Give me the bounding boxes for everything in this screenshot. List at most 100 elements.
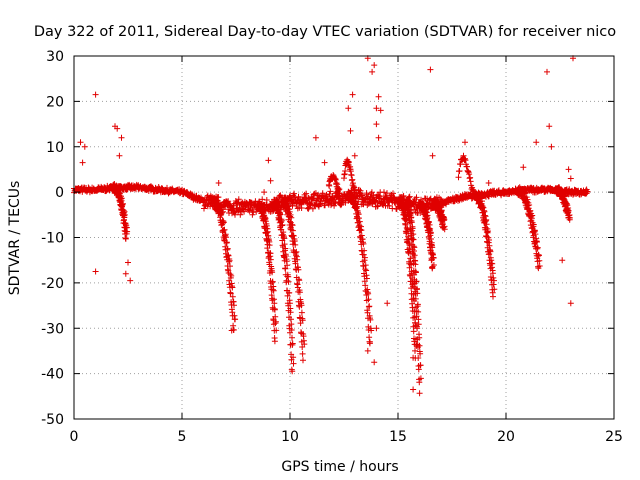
dip-point (263, 222, 270, 229)
dip-point (290, 354, 297, 361)
outlier-point (429, 152, 436, 159)
outlier-point (349, 91, 356, 98)
outlier-point (369, 68, 376, 75)
dip-point (352, 198, 359, 205)
dip-point (406, 202, 413, 209)
y-tick-label: 20 (46, 94, 64, 110)
baseline-point (291, 190, 297, 197)
dip-point (218, 209, 225, 216)
dip-point (269, 278, 276, 285)
outlier-point (548, 143, 555, 150)
dip-point (410, 231, 417, 238)
bump-point (456, 168, 463, 174)
dip-point (360, 240, 367, 247)
dip-point (365, 290, 372, 297)
dip-point (294, 256, 301, 263)
outlier-point (520, 164, 527, 171)
dip-point (414, 325, 421, 332)
dip-point (489, 260, 496, 267)
bump-point (470, 188, 477, 195)
dip-point (361, 254, 368, 261)
dip-point (417, 362, 424, 369)
outlier-point (533, 139, 540, 146)
dip-point (281, 235, 288, 242)
baseline-point (384, 190, 390, 197)
dip-point (425, 219, 432, 226)
dip-point (221, 226, 228, 233)
dip-point (282, 265, 289, 272)
outlier-point (347, 127, 354, 134)
dip-point (413, 278, 420, 285)
dip-point (289, 368, 296, 375)
dip-point (271, 338, 278, 345)
dip-point (273, 198, 280, 205)
outlier-point (485, 180, 492, 186)
dip-point (429, 244, 436, 251)
y-tick-label: 30 (46, 49, 64, 65)
dip-point (301, 341, 308, 348)
outlier-point (265, 157, 272, 164)
outlier-point (312, 134, 319, 141)
outlier-point (351, 152, 358, 159)
dip-point (296, 277, 303, 284)
dip-point (413, 313, 420, 320)
dip-point (483, 221, 490, 228)
dip-point (220, 219, 227, 226)
chart-title: Day 322 of 2011, Sidereal Day-to-day VTE… (34, 24, 616, 40)
y-tick-label: -20 (41, 276, 64, 292)
dip-point (481, 212, 488, 219)
dip-point (490, 293, 496, 300)
bump-point (349, 176, 356, 183)
dip-point (411, 252, 418, 259)
grid-lines (74, 56, 614, 419)
dip-point (366, 303, 373, 310)
dip-point (284, 292, 291, 299)
dip-point (290, 360, 297, 367)
outlier-point (377, 107, 384, 114)
dip-point (121, 211, 128, 218)
outlier-point (122, 270, 129, 277)
dip-point (566, 214, 573, 221)
baseline-point (390, 190, 396, 197)
outlier-point (373, 325, 380, 332)
dip-point (412, 269, 419, 276)
dip-point (479, 204, 486, 211)
dip-point (406, 264, 413, 271)
bump-point (455, 174, 462, 181)
bump-point (464, 163, 470, 170)
dip-point (273, 327, 280, 334)
dip-point (272, 313, 279, 320)
dip-point (296, 289, 303, 296)
y-tick-label: -30 (41, 321, 64, 337)
dip-point (279, 221, 286, 228)
dip-point (533, 239, 540, 245)
dip-point (363, 275, 370, 282)
dip-point (403, 229, 410, 235)
dip-point (534, 244, 541, 251)
dip-point (285, 278, 292, 285)
bump-point (336, 190, 343, 197)
dip-point (119, 200, 126, 207)
dip-point (271, 300, 278, 307)
outlier-point (567, 175, 574, 182)
dip-point (367, 316, 374, 323)
dip-point (530, 221, 537, 228)
dip-point (299, 350, 306, 357)
dip-point (520, 186, 527, 193)
baseline-point (298, 205, 305, 211)
dip-point (226, 257, 233, 264)
baseline-point (328, 202, 334, 209)
dip-point (416, 379, 423, 386)
baseline-point (413, 194, 420, 201)
dip-point (477, 195, 484, 202)
outlier-point (366, 338, 373, 345)
dip-point (441, 216, 448, 223)
outlier-point (373, 105, 380, 112)
x-tick-label: 10 (281, 429, 299, 445)
dip-point (485, 228, 491, 235)
bump-point (350, 180, 356, 187)
dip-point (281, 241, 288, 248)
dip-point (225, 252, 232, 259)
y-tick-label: -10 (41, 231, 64, 247)
outlier-point (565, 166, 572, 173)
